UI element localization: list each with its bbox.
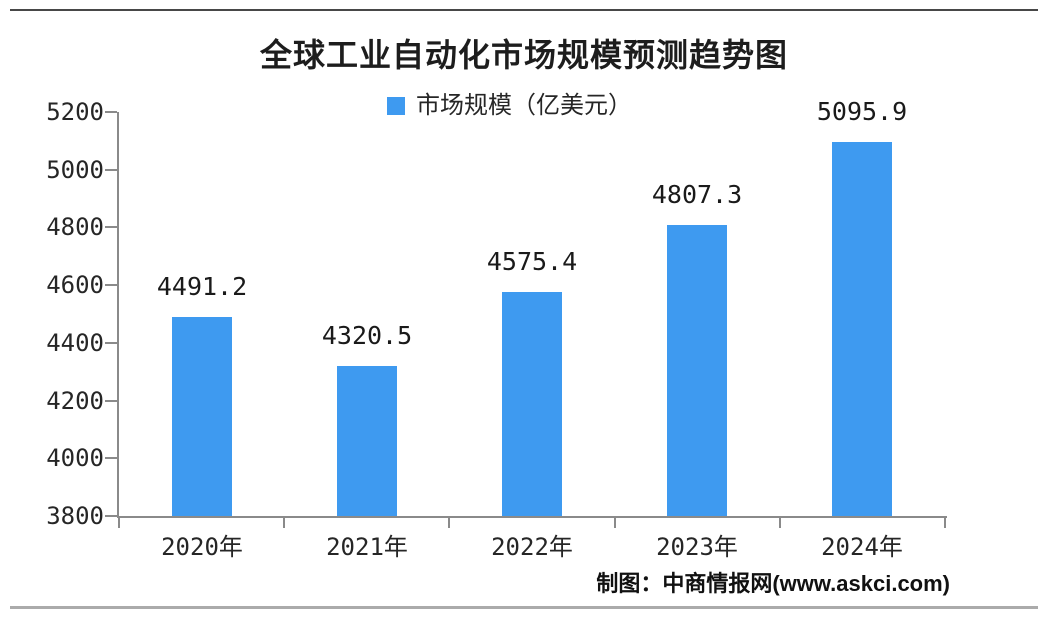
bar [832, 142, 892, 516]
y-tick [105, 284, 117, 287]
x-tick [118, 516, 120, 528]
legend-label: 市场规模（亿美元） [416, 92, 632, 119]
bar [172, 317, 232, 516]
x-tick [944, 516, 946, 528]
bar-value-label: 4575.4 [486, 247, 578, 276]
y-tick [105, 399, 117, 402]
y-tick-label: 4000 [46, 444, 104, 473]
y-tick [105, 226, 117, 229]
source-note: 制图：中商情报网(www.askci.com) [596, 571, 950, 596]
bar-value-label: 4320.5 [321, 321, 413, 350]
bar [337, 366, 397, 516]
top-divider [10, 9, 1038, 11]
y-axis-line [117, 112, 119, 518]
y-tick-label: 4400 [46, 328, 104, 357]
y-tick-label: 4200 [46, 386, 104, 415]
y-tick [105, 457, 117, 460]
y-tick [105, 168, 117, 171]
bar [667, 225, 727, 516]
bar-value-label: 4491.2 [156, 272, 248, 301]
y-tick [105, 341, 117, 344]
x-axis-line [117, 516, 947, 518]
y-tick [105, 515, 117, 517]
legend: 市场规模（亿美元） [387, 94, 632, 118]
x-tick [779, 516, 781, 528]
y-tick [105, 111, 117, 113]
x-category-label: 2023年 [656, 533, 738, 561]
y-tick-label: 5200 [46, 98, 104, 126]
y-tick-label: 4600 [46, 271, 104, 300]
chart-title: 全球工业自动化市场规模预测趋势图 [259, 37, 788, 73]
y-tick-label: 4800 [46, 213, 104, 242]
x-tick [448, 516, 450, 528]
legend-marker-icon [387, 97, 405, 115]
x-category-label: 2022年 [491, 533, 573, 561]
bar-value-label: 4807.3 [651, 180, 743, 209]
x-category-label: 2024年 [821, 533, 903, 561]
bar-value-label: 5095.9 [816, 97, 908, 126]
x-tick [614, 516, 616, 528]
bottom-divider [10, 606, 1038, 609]
y-tick-label: 3800 [46, 502, 104, 530]
y-tick-label: 5000 [46, 155, 104, 184]
x-tick [283, 516, 285, 528]
x-category-label: 2020年 [161, 533, 243, 561]
bar [502, 292, 562, 516]
x-category-label: 2021年 [326, 533, 408, 561]
